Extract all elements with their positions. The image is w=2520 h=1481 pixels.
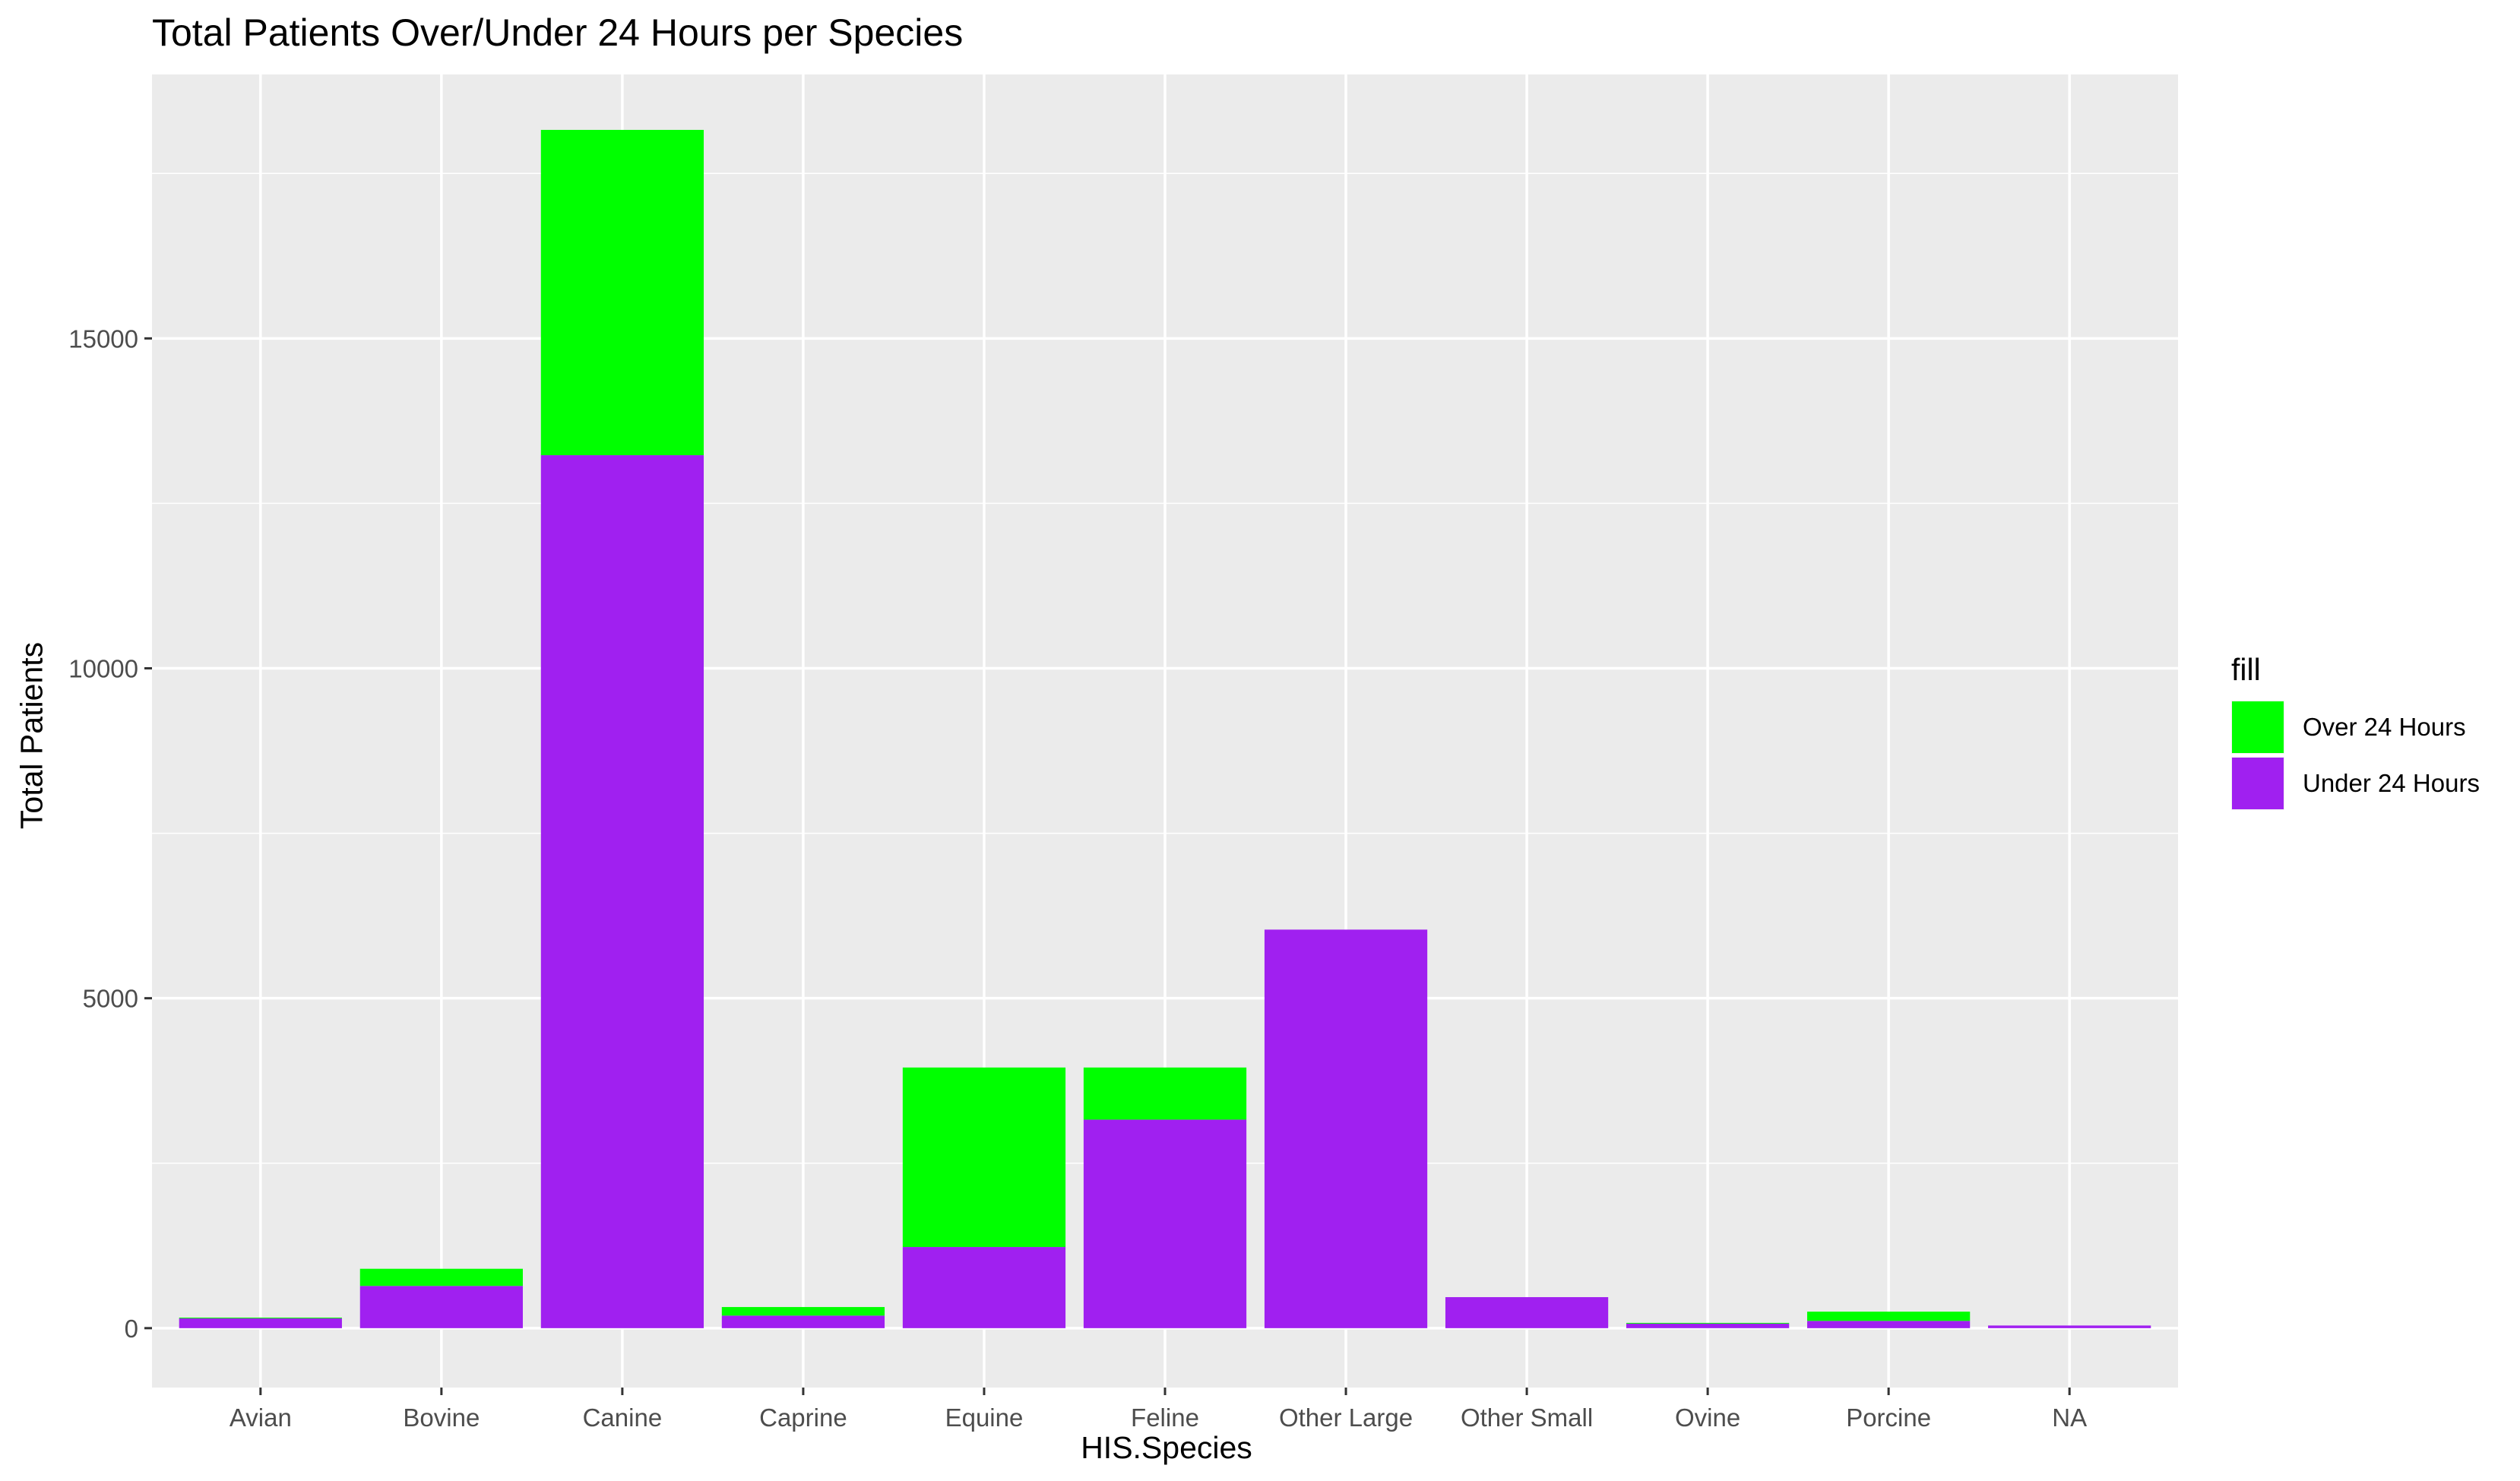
bar-under-24-equine: [902, 1247, 1066, 1328]
legend-swatch: [2232, 701, 2284, 753]
bar-over-24-bovine: [359, 1268, 523, 1286]
bar-under-24-other-large: [1264, 929, 1428, 1328]
y-tick-label: 5000: [83, 985, 138, 1013]
bar-under-24-feline: [1083, 1119, 1247, 1328]
legend-label: Under 24 Hours: [2303, 769, 2480, 797]
bar-over-24-feline: [1083, 1067, 1247, 1120]
legend-swatch: [2232, 758, 2284, 809]
y-tick-label: 15000: [68, 324, 138, 353]
bar-over-24-equine: [902, 1067, 1066, 1248]
y-tick-label: 0: [125, 1315, 138, 1343]
x-tick-label: Porcine: [1846, 1403, 1931, 1432]
x-tick-label: Avian: [230, 1403, 292, 1432]
x-tick-label: Bovine: [403, 1403, 480, 1432]
bar-under-24-ovine: [1626, 1323, 1790, 1328]
bar-under-24-porcine: [1807, 1321, 1971, 1328]
bar-under-24-other-small: [1445, 1297, 1609, 1328]
bar-under-24-na: [1988, 1325, 2151, 1328]
legend-title: fill: [2231, 652, 2261, 687]
bar-under-24-bovine: [359, 1286, 523, 1328]
x-tick-label: NA: [2052, 1403, 2087, 1432]
y-axis-title: Total Patients: [14, 641, 49, 830]
x-tick-label: Other Large: [1279, 1403, 1413, 1432]
bar-under-24-canine: [540, 455, 704, 1328]
bar-under-24-caprine: [721, 1315, 885, 1328]
x-tick-label: Other Small: [1461, 1403, 1593, 1432]
legend-label: Over 24 Hours: [2303, 713, 2466, 741]
x-tick-label: Equine: [945, 1403, 1024, 1432]
chart-title: Total Patients Over/Under 24 Hours per S…: [152, 11, 964, 54]
bar-over-24-canine: [540, 129, 704, 456]
bar-over-24-porcine: [1807, 1312, 1971, 1321]
x-tick-label: Ovine: [1675, 1403, 1740, 1432]
bar-under-24-avian: [179, 1318, 342, 1328]
bar-over-24-ovine: [1626, 1322, 1790, 1324]
x-tick-label: Canine: [583, 1403, 663, 1432]
x-axis-title: HIS.Species: [1081, 1430, 1252, 1465]
x-tick-label: Caprine: [759, 1403, 847, 1432]
x-tick-label: Feline: [1131, 1403, 1199, 1432]
y-tick-label: 10000: [68, 655, 138, 683]
bar-over-24-caprine: [721, 1307, 885, 1316]
